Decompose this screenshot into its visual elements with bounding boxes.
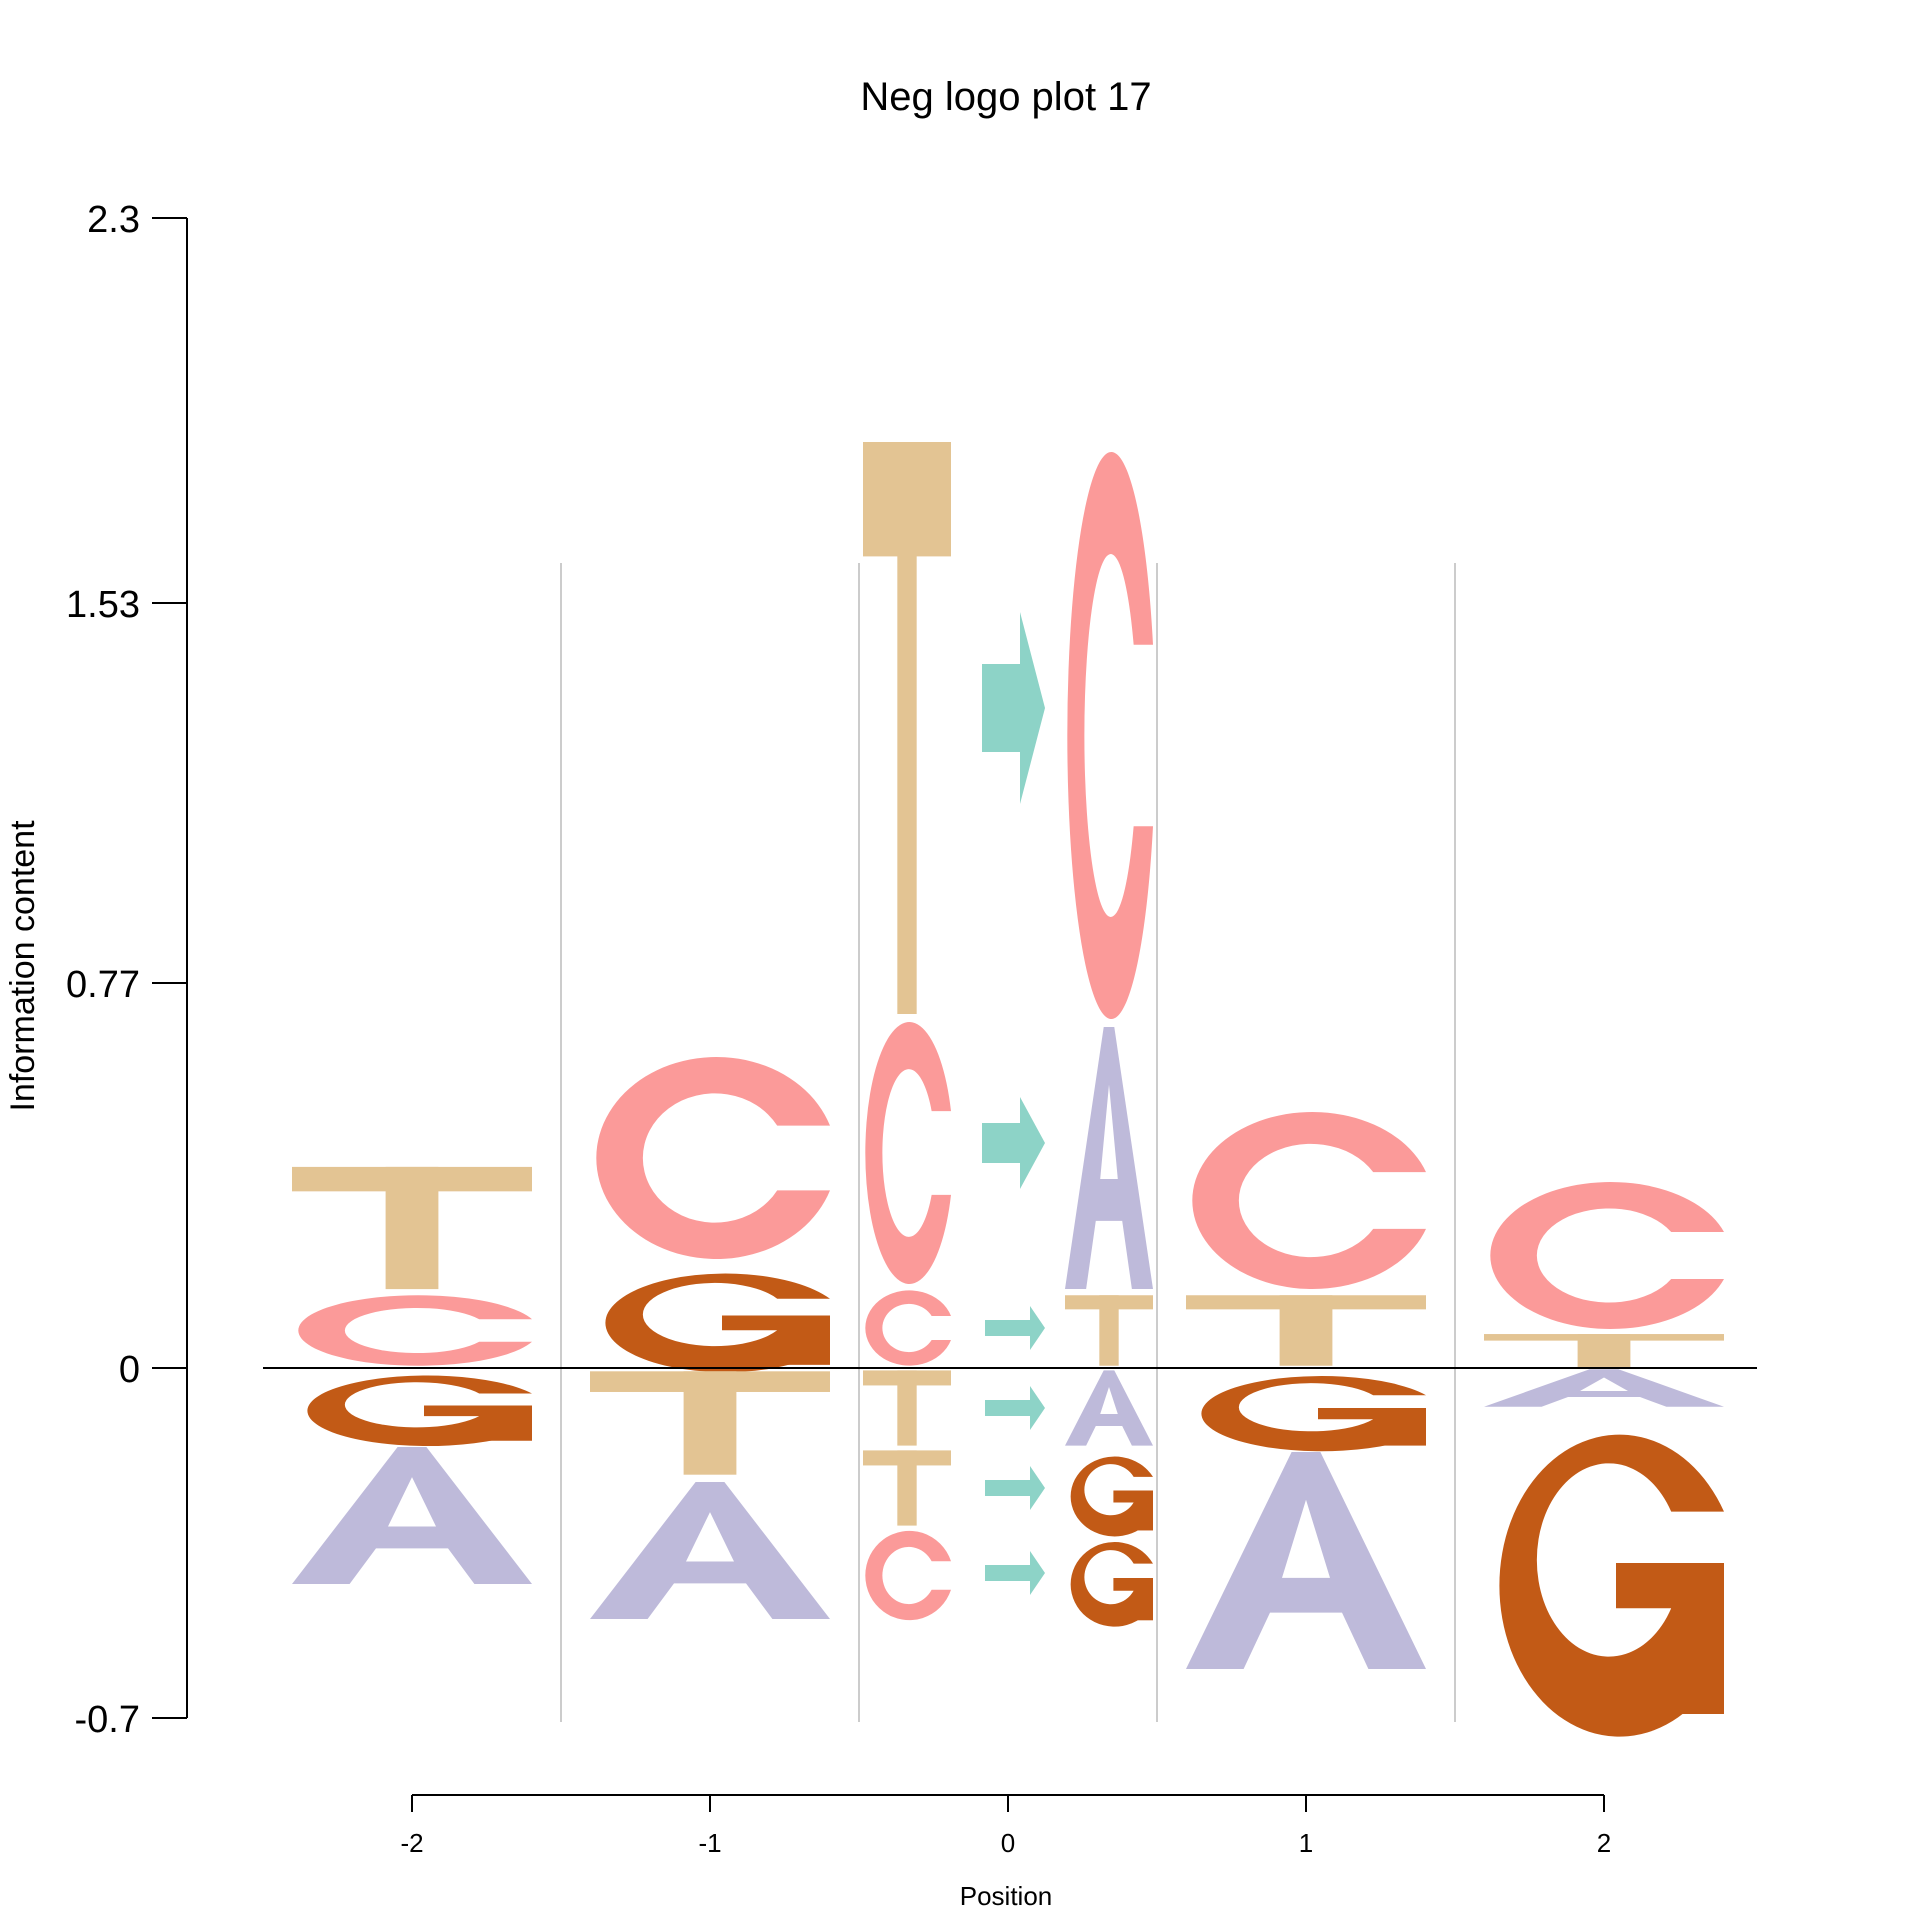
strand-arrow-mark (985, 1551, 1045, 1595)
logo-letter-T (1484, 1334, 1724, 1367)
logo-letter-C (1490, 1182, 1724, 1329)
logo-letter-T (1065, 1295, 1153, 1366)
logo-letter-T (1186, 1295, 1426, 1366)
logo-letter-A (1484, 1369, 1724, 1407)
logo-letter-G (1499, 1434, 1724, 1737)
logo-letters (292, 442, 1724, 1737)
x-tick-label: -2 (400, 1828, 423, 1858)
x-axis: -2 -1 0 1 2 (400, 1794, 1611, 1858)
logo-letter-C (865, 1022, 951, 1284)
y-axis-label: Information content (4, 820, 42, 1112)
strand-arrow-mark (985, 1386, 1045, 1430)
logo-letter-A (292, 1447, 532, 1584)
y-tick-label: 0 (119, 1349, 140, 1391)
logo-letter-G (307, 1375, 532, 1447)
logo-letter-A (1065, 1370, 1153, 1446)
logo-letter-A (590, 1482, 830, 1619)
logo-letter-C (865, 1290, 951, 1366)
x-tick-label: 2 (1597, 1828, 1611, 1858)
y-axis: 2.3 1.53 0.77 0 -0.7 (66, 199, 188, 1741)
logo-letter-C (865, 1530, 951, 1621)
x-axis-label: Position (960, 1881, 1053, 1911)
x-tick-label: -1 (698, 1828, 721, 1858)
logo-letter-G (1201, 1376, 1426, 1452)
logo-letter-T (590, 1371, 830, 1475)
logo-letter-T (863, 442, 951, 1014)
strand-arrow-mark (985, 1306, 1045, 1350)
position-separators (560, 563, 1456, 1722)
logo-letter-G (605, 1273, 830, 1373)
strand-arrow-mark (982, 612, 1045, 804)
strand-arrow-mark (985, 1466, 1045, 1510)
logo-letter-C (298, 1295, 532, 1366)
x-tick-label: 1 (1299, 1828, 1313, 1858)
x-tick-label: 0 (1001, 1828, 1015, 1858)
logo-letter-A (1186, 1452, 1426, 1669)
chart-title: Neg logo plot 17 (860, 75, 1151, 119)
y-tick-label: -0.7 (75, 1699, 140, 1741)
y-tick-label: 2.3 (87, 199, 140, 241)
logo-letter-G (1070, 1456, 1153, 1537)
logo-letter-C (1067, 451, 1153, 1020)
logo-letter-T (863, 1370, 951, 1446)
y-tick-label: 1.53 (66, 584, 140, 626)
y-tick-label: 0.77 (66, 964, 140, 1006)
strand-arrow-mark (982, 1097, 1045, 1189)
logo-letter-T (292, 1166, 532, 1290)
logo-letter-C (596, 1057, 830, 1259)
logo-letter-A (1065, 1027, 1153, 1289)
logo-letter-T (863, 1450, 951, 1526)
logo-letter-G (1070, 1542, 1153, 1627)
logo-letter-C (1192, 1112, 1426, 1289)
